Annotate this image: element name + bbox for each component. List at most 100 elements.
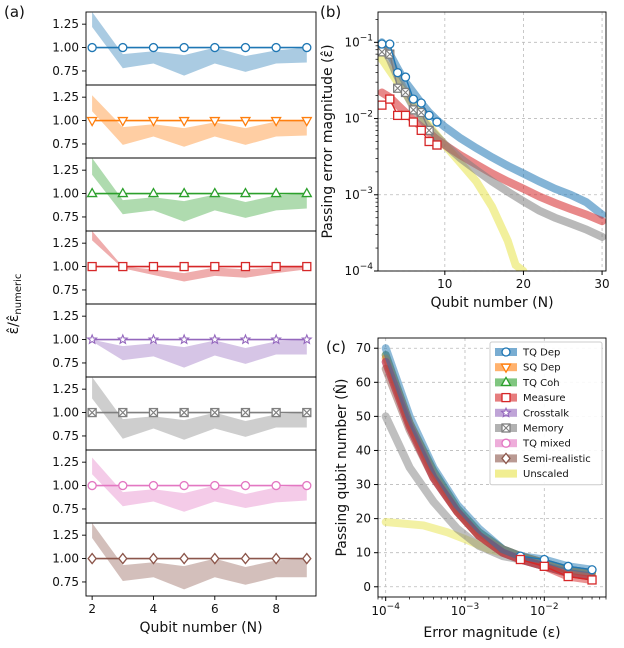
subplot-tq-coh: 0.75 1.00 1.25	[52, 157, 317, 232]
panel-a-chart: 0.75 1.00 1.25 0.75 1.00 1.25 0.75 1.00 1.25 0.75…	[6, 11, 317, 636]
y-tick-label: 0.75	[52, 210, 79, 224]
y-tick-label: 0.75	[52, 502, 79, 516]
data-point	[87, 480, 97, 491]
data-point-x	[210, 408, 220, 417]
series-line	[520, 558, 593, 581]
data-point	[302, 261, 312, 272]
y-tick-label: 1.00	[52, 187, 79, 201]
band	[92, 457, 307, 512]
data-point	[515, 554, 526, 565]
plot-area	[87, 523, 312, 590]
x-axis-label: Qubit number (N)	[139, 620, 262, 636]
data-point-x	[401, 88, 410, 97]
y-tick-label: 1.00	[52, 114, 79, 128]
axes-frame	[377, 11, 607, 272]
y-tick-label: 0.75	[52, 283, 79, 297]
band	[92, 95, 307, 147]
data-point	[118, 42, 128, 53]
panel-b-label: (b)	[320, 3, 341, 21]
data-point	[539, 561, 549, 571]
data-point	[385, 94, 395, 104]
y-tick-label: 1.00	[52, 552, 79, 566]
legend-marker	[501, 347, 511, 357]
legend-label: SQ Dep	[523, 363, 561, 374]
y-tick-label: 0.75	[52, 429, 79, 443]
data-point	[148, 261, 159, 272]
data-point-x	[424, 125, 434, 135]
panel-b-chart: 10 20 30 10−4 10−3 10−2 10−1 Qubit number (N) Pa…	[320, 11, 610, 311]
subplot-memory: 0.75 1.00 1.25	[52, 376, 317, 451]
data-point	[301, 187, 313, 198]
band	[92, 377, 307, 440]
y-tick-label: 50	[356, 409, 371, 423]
y-tick-label: 1.00	[52, 260, 79, 274]
data-point	[432, 140, 442, 150]
plot-area	[87, 231, 312, 282]
legend-label: TQ Dep	[522, 348, 560, 359]
data-point	[210, 261, 220, 272]
plot-area	[86, 158, 313, 222]
x-tick-label: 2	[88, 602, 96, 616]
data-point	[118, 480, 128, 491]
plot-area	[87, 12, 312, 76]
data-point	[86, 187, 98, 198]
data-point-x	[118, 408, 128, 417]
data-point-x	[378, 47, 387, 57]
data-point	[209, 187, 221, 198]
y-tick-label: 1.25	[52, 528, 79, 542]
data-point	[271, 480, 281, 491]
data-point-x	[416, 108, 426, 117]
data-point	[116, 333, 129, 345]
legend-label: TQ Coh	[522, 378, 560, 389]
y-tick-label: 1.25	[52, 163, 79, 177]
y-tick-label: 1.00	[52, 333, 79, 347]
plot-area	[86, 95, 313, 147]
data-point	[209, 552, 220, 565]
subplot-crosstalk: 0.75 1.00 1.25	[52, 303, 317, 378]
y-axis-label: Passing qubit number (N̂)	[333, 378, 350, 556]
data-point	[587, 575, 597, 585]
subplot-semi-realistic: 0.75 1.00 1.25 2 4 6 8	[52, 522, 317, 616]
series-band	[378, 38, 606, 219]
y-tick-label: 1.25	[52, 309, 79, 323]
data-point	[147, 333, 160, 345]
data-point	[416, 125, 426, 136]
legend-swatch	[495, 469, 517, 478]
y-tick-label: 1.00	[52, 406, 79, 420]
data-point	[302, 42, 312, 53]
x-tick-label: 10	[437, 277, 452, 291]
x-axis-label: Error magnitude (ε)	[423, 625, 560, 641]
legend-marker	[500, 363, 512, 374]
legend-label: Semi-realistic	[523, 454, 591, 465]
subplot-sq-dep: 0.75 1.00 1.25	[52, 84, 317, 159]
panel-c-chart: 10−4 10−3 10−2 0 10 20 30 40 50 60 70 Error magnitu…	[333, 337, 607, 641]
band	[92, 339, 307, 368]
data-point	[271, 261, 281, 272]
legend-box	[489, 341, 603, 486]
x-tick-label: 10−2	[530, 602, 559, 618]
legend: TQ Dep SQ Dep TQ Coh Measure Crosstalk Memory…	[489, 341, 603, 486]
plot-area	[86, 333, 313, 368]
legend-label: TQ mixed	[522, 439, 571, 450]
x-tick-label: 20	[516, 277, 531, 291]
y-tick-label: 0.75	[52, 64, 79, 78]
subplot-tq-dep: 0.75 1.00 1.25	[52, 11, 317, 86]
data-point	[178, 116, 190, 127]
data-point-x	[87, 408, 97, 417]
plot-area	[87, 377, 312, 440]
data-point	[148, 42, 159, 53]
y-tick-label: 10	[356, 546, 371, 560]
data-point	[424, 110, 434, 121]
data-point	[378, 39, 387, 49]
band	[92, 158, 307, 222]
plot-area	[378, 38, 606, 271]
y-tick-label: 60	[356, 375, 371, 389]
y-tick-label: 0	[363, 580, 371, 594]
data-point	[563, 561, 573, 571]
data-point-x	[393, 83, 403, 93]
data-point	[118, 261, 128, 272]
data-point	[302, 480, 312, 491]
data-point-x	[408, 105, 418, 115]
series-line	[520, 555, 593, 571]
panel-c-label: (c)	[326, 338, 346, 356]
